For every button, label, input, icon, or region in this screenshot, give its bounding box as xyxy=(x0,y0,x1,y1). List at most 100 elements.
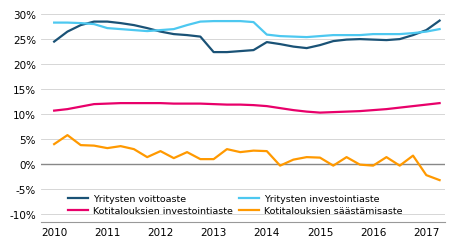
Yritysten investointiaste xyxy=(264,34,270,37)
Kotitalouksien investointiaste xyxy=(264,105,270,108)
Line: Kotitalouksien investointiaste: Kotitalouksien investointiaste xyxy=(54,104,439,113)
Yritysten voittoaste xyxy=(277,43,283,46)
Kotitalouksien säästämisaste xyxy=(65,134,70,137)
Yritysten investointiaste xyxy=(51,22,57,25)
Kotitalouksien säästämisaste xyxy=(264,150,270,153)
Yritysten voittoaste xyxy=(211,51,217,54)
Yritysten investointiaste xyxy=(144,30,150,34)
Yritysten voittoaste xyxy=(264,41,270,44)
Yritysten voittoaste xyxy=(424,29,429,33)
Yritysten voittoaste xyxy=(317,44,323,47)
Kotitalouksien säästämisaste xyxy=(131,148,137,151)
Kotitalouksien investointiaste xyxy=(51,110,57,113)
Kotitalouksien säästämisaste xyxy=(224,148,230,151)
Yritysten investointiaste xyxy=(384,34,389,37)
Kotitalouksien säästämisaste xyxy=(304,156,310,159)
Yritysten voittoaste xyxy=(224,51,230,54)
Kotitalouksien investointiaste xyxy=(118,102,123,105)
Yritysten investointiaste xyxy=(158,29,163,33)
Kotitalouksien investointiaste xyxy=(197,103,203,106)
Kotitalouksien säästämisaste xyxy=(237,151,243,154)
Kotitalouksien investointiaste xyxy=(158,102,163,105)
Kotitalouksien säästämisaste xyxy=(158,150,163,153)
Kotitalouksien investointiaste xyxy=(410,105,416,108)
Kotitalouksien säästämisaste xyxy=(384,156,389,159)
Yritysten voittoaste xyxy=(384,39,389,42)
Yritysten voittoaste xyxy=(357,38,363,41)
Yritysten investointiaste xyxy=(91,23,97,26)
Kotitalouksien investointiaste xyxy=(104,103,110,106)
Legend: Yritysten voittoaste, Kotitalouksien investointiaste, Yritysten investointiaste,: Yritysten voittoaste, Kotitalouksien inv… xyxy=(66,193,405,217)
Kotitalouksien säästämisaste xyxy=(331,165,336,168)
Yritysten investointiaste xyxy=(304,37,310,40)
Yritysten investointiaste xyxy=(197,21,203,24)
Kotitalouksien säästämisaste xyxy=(51,143,57,146)
Yritysten voittoaste xyxy=(118,22,123,25)
Yritysten voittoaste xyxy=(104,21,110,24)
Kotitalouksien säästämisaste xyxy=(211,158,217,161)
Kotitalouksien säästämisaste xyxy=(144,156,150,159)
Yritysten investointiaste xyxy=(277,36,283,39)
Yritysten voittoaste xyxy=(291,46,296,49)
Kotitalouksien säästämisaste xyxy=(344,156,349,159)
Yritysten investointiaste xyxy=(370,34,376,37)
Kotitalouksien säästämisaste xyxy=(291,159,296,162)
Yritysten voittoaste xyxy=(437,20,442,23)
Yritysten investointiaste xyxy=(224,20,230,23)
Kotitalouksien säästämisaste xyxy=(437,179,442,182)
Kotitalouksien investointiaste xyxy=(224,104,230,107)
Kotitalouksien säästämisaste xyxy=(118,145,123,148)
Yritysten voittoaste xyxy=(410,35,416,38)
Yritysten voittoaste xyxy=(304,47,310,50)
Yritysten investointiaste xyxy=(237,20,243,23)
Kotitalouksien säästämisaste xyxy=(184,151,190,154)
Yritysten investointiaste xyxy=(424,31,429,34)
Kotitalouksien investointiaste xyxy=(171,103,177,106)
Kotitalouksien investointiaste xyxy=(331,111,336,114)
Yritysten voittoaste xyxy=(251,49,256,52)
Kotitalouksien säästämisaste xyxy=(397,165,402,168)
Yritysten investointiaste xyxy=(437,28,442,32)
Kotitalouksien investointiaste xyxy=(357,110,363,113)
Kotitalouksien säästämisaste xyxy=(424,174,429,177)
Kotitalouksien investointiaste xyxy=(291,109,296,112)
Yritysten investointiaste xyxy=(65,22,70,25)
Yritysten investointiaste xyxy=(211,20,217,23)
Yritysten voittoaste xyxy=(171,34,177,37)
Kotitalouksien investointiaste xyxy=(424,104,429,107)
Yritysten voittoaste xyxy=(131,24,137,27)
Kotitalouksien säästämisaste xyxy=(370,165,376,168)
Kotitalouksien investointiaste xyxy=(237,104,243,107)
Kotitalouksien säästämisaste xyxy=(171,157,177,160)
Kotitalouksien investointiaste xyxy=(344,111,349,114)
Yritysten investointiaste xyxy=(251,21,256,24)
Kotitalouksien säästämisaste xyxy=(78,144,84,147)
Kotitalouksien investointiaste xyxy=(384,108,389,111)
Kotitalouksien säästämisaste xyxy=(410,154,416,158)
Kotitalouksien investointiaste xyxy=(131,102,137,105)
Kotitalouksien säästämisaste xyxy=(251,149,256,152)
Yritysten voittoaste xyxy=(237,50,243,53)
Yritysten investointiaste xyxy=(317,36,323,39)
Yritysten voittoaste xyxy=(331,40,336,43)
Kotitalouksien investointiaste xyxy=(251,104,256,107)
Yritysten voittoaste xyxy=(78,24,84,27)
Yritysten voittoaste xyxy=(144,27,150,30)
Kotitalouksien investointiaste xyxy=(144,102,150,105)
Kotitalouksien investointiaste xyxy=(317,112,323,115)
Line: Kotitalouksien säästämisaste: Kotitalouksien säästämisaste xyxy=(54,136,439,180)
Yritysten voittoaste xyxy=(158,31,163,34)
Kotitalouksien säästämisaste xyxy=(197,158,203,161)
Yritysten investointiaste xyxy=(331,35,336,38)
Kotitalouksien säästämisaste xyxy=(357,164,363,167)
Yritysten investointiaste xyxy=(171,28,177,32)
Kotitalouksien investointiaste xyxy=(65,108,70,111)
Yritysten investointiaste xyxy=(104,27,110,30)
Yritysten investointiaste xyxy=(291,36,296,39)
Yritysten voittoaste xyxy=(344,39,349,42)
Yritysten voittoaste xyxy=(397,38,402,41)
Yritysten voittoaste xyxy=(91,21,97,24)
Yritysten voittoaste xyxy=(370,39,376,42)
Yritysten investointiaste xyxy=(410,33,416,36)
Yritysten investointiaste xyxy=(118,28,123,32)
